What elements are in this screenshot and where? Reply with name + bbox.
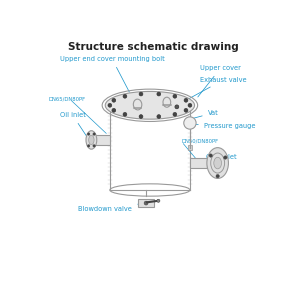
Circle shape <box>173 112 177 116</box>
Text: Upper cover: Upper cover <box>198 65 241 97</box>
Text: Blowdown valve: Blowdown valve <box>78 204 140 212</box>
Circle shape <box>93 133 95 135</box>
Ellipse shape <box>207 148 228 178</box>
Ellipse shape <box>214 157 221 169</box>
Circle shape <box>216 174 219 178</box>
Text: Upper end cover mounting bolt: Upper end cover mounting bolt <box>60 56 165 92</box>
Text: DN65/DN80PF: DN65/DN80PF <box>48 97 86 102</box>
Circle shape <box>184 108 188 112</box>
Circle shape <box>123 94 127 98</box>
Circle shape <box>157 92 161 96</box>
Text: DN50/DN80PF: DN50/DN80PF <box>182 139 219 144</box>
Circle shape <box>175 105 179 109</box>
Circle shape <box>139 92 143 96</box>
Ellipse shape <box>86 131 97 149</box>
Circle shape <box>184 98 188 102</box>
Circle shape <box>224 156 227 159</box>
Text: Vat: Vat <box>193 110 218 118</box>
Circle shape <box>87 145 90 147</box>
Text: Structure schematic drawing: Structure schematic drawing <box>68 42 239 52</box>
Circle shape <box>112 98 116 102</box>
Bar <box>92 135 110 145</box>
Circle shape <box>108 103 112 107</box>
Circle shape <box>93 145 95 147</box>
Text: Oil outlet: Oil outlet <box>206 154 237 167</box>
Text: Exhaust valve: Exhaust valve <box>179 77 247 104</box>
Bar <box>190 158 207 168</box>
Text: Oil inlet: Oil inlet <box>60 112 88 138</box>
Circle shape <box>184 117 196 129</box>
Circle shape <box>123 112 127 116</box>
Circle shape <box>112 108 116 112</box>
Circle shape <box>157 115 161 119</box>
Bar <box>138 199 154 207</box>
Bar <box>188 145 192 150</box>
Circle shape <box>173 94 177 98</box>
Text: Pressure gauge: Pressure gauge <box>196 123 255 129</box>
Circle shape <box>209 154 212 157</box>
Ellipse shape <box>89 135 94 145</box>
Circle shape <box>144 201 148 205</box>
Circle shape <box>188 103 192 107</box>
Circle shape <box>139 115 143 119</box>
Circle shape <box>87 133 90 135</box>
Ellipse shape <box>105 92 195 119</box>
Circle shape <box>157 199 160 202</box>
